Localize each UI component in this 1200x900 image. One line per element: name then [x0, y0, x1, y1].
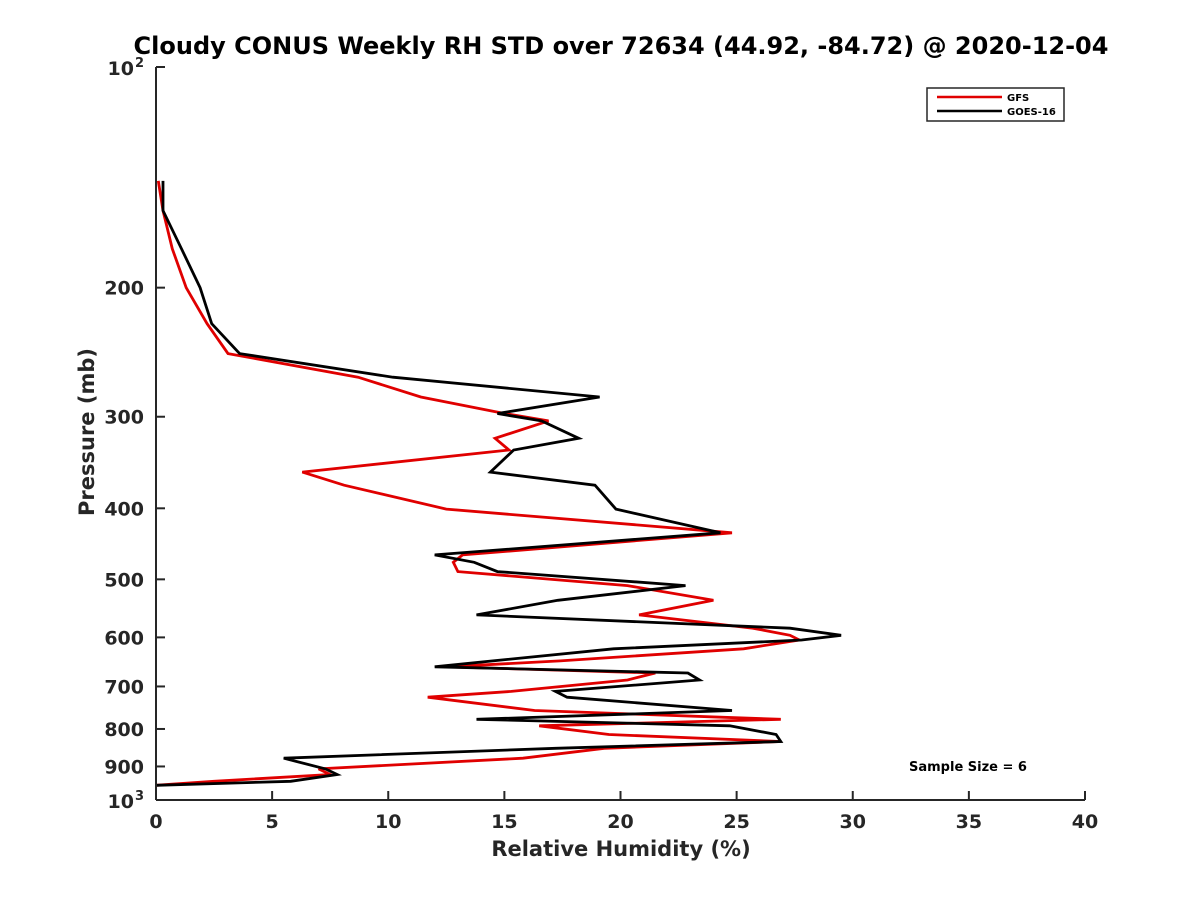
y-axis-label: Pressure (mb) — [75, 348, 99, 516]
y-tick-label: 300 — [104, 407, 144, 429]
x-tick-label: 0 — [149, 811, 162, 833]
plot-background — [156, 67, 1085, 800]
chart-title: Cloudy CONUS Weekly RH STD over 72634 (4… — [134, 32, 1109, 60]
y-tick-label: 500 — [104, 569, 144, 591]
y-tick-label: 600 — [104, 627, 144, 649]
y-tick-label: 900 — [104, 756, 144, 778]
y-tick-label: 800 — [104, 719, 144, 741]
sample-size-annotation: Sample Size = 6 — [909, 760, 1027, 775]
x-tick-label: 10 — [375, 811, 401, 833]
x-tick-label: 5 — [266, 811, 279, 833]
y-tick-label: 10 — [108, 791, 134, 813]
plot-area — [156, 67, 1085, 800]
y-tick-base: 10 — [108, 58, 134, 80]
x-tick-label: 35 — [956, 811, 982, 833]
x-axis-label: Relative Humidity (%) — [491, 837, 750, 861]
series-line-goes-16 — [155, 180, 842, 787]
series-line-gfs — [155, 180, 804, 787]
y-tick-exponent: 3 — [135, 789, 144, 804]
x-tick-label: 15 — [491, 811, 517, 833]
x-tick-label: 40 — [1072, 811, 1098, 833]
x-tick-label: 20 — [607, 811, 633, 833]
y-tick-label: 700 — [104, 676, 144, 698]
y-tick-label: 200 — [104, 278, 144, 300]
x-tick-label: 25 — [723, 811, 749, 833]
legend-label-gfs: GFS — [1007, 93, 1029, 104]
y-tick-label: 400 — [104, 498, 144, 520]
x-tick-label: 30 — [840, 811, 866, 833]
legend: GFS GOES-16 — [926, 87, 1065, 122]
y-tick-exponent: 2 — [135, 56, 144, 71]
series-layer — [155, 180, 842, 787]
legend-label-goes-16: GOES-16 — [1007, 107, 1056, 118]
legend-box — [926, 87, 1065, 122]
y-tick-base: 10 — [108, 791, 134, 813]
y-tick-label: 10 — [108, 58, 134, 80]
